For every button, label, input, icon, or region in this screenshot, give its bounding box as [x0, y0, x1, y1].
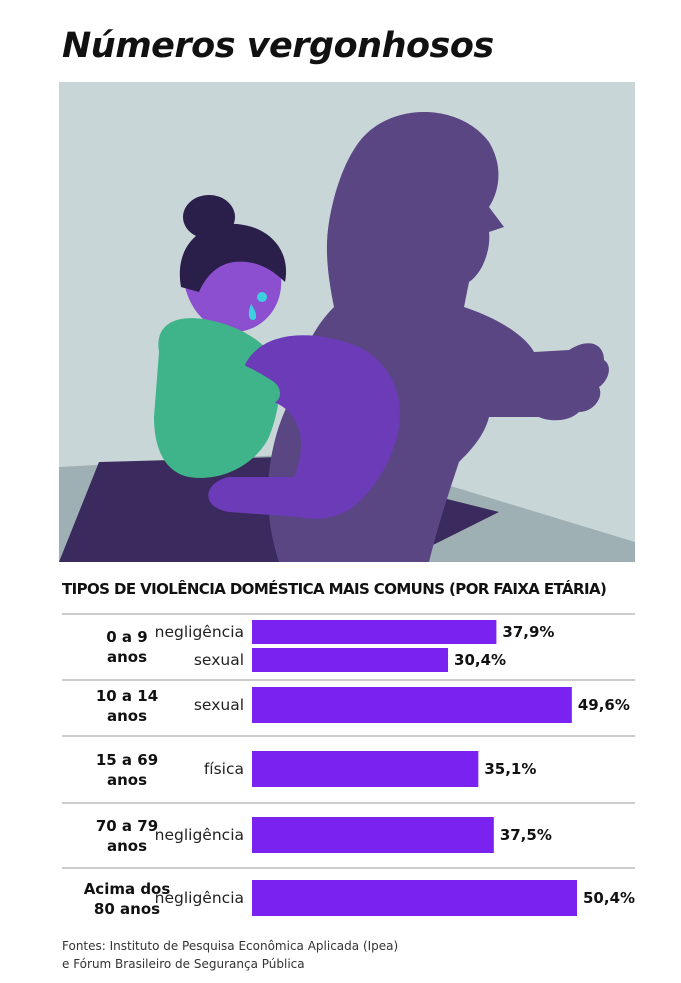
violence-type-label: física [204, 760, 244, 778]
bar-chart: 0 a 9 anos negligência 37,9% sexual 30,4% 10 a… [62, 613, 635, 918]
age-label: 10 a 14 [96, 687, 158, 705]
violence-type-label: negligência [155, 623, 244, 641]
bar [252, 751, 479, 787]
arm [199, 356, 281, 404]
violence-type-label: sexual [194, 696, 244, 714]
age-label: 70 a 79 [96, 817, 158, 835]
age-label: anos [107, 707, 147, 725]
eye [257, 292, 267, 302]
value-label: 37,9% [502, 623, 554, 641]
value-label: 30,4% [454, 651, 506, 669]
age-label: anos [107, 837, 147, 855]
violence-type-label: sexual [194, 651, 244, 669]
age-label: 0 a 9 [106, 628, 147, 646]
age-label: 80 anos [94, 900, 160, 918]
domestic-violence-illustration [59, 82, 635, 562]
source-line-2: e Fórum Brasileiro de Segurança Pública [62, 957, 305, 971]
shirt [154, 318, 280, 478]
age-label: anos [107, 771, 147, 789]
value-label: 50,4% [583, 889, 635, 907]
violence-type-label: negligência [155, 889, 244, 907]
source-line-1: Fontes: Instituto de Pesquisa Econômica … [62, 939, 399, 953]
page-title: Números vergonhosos [62, 26, 494, 66]
value-label: 37,5% [500, 826, 552, 844]
violence-type-label: negligência [155, 826, 244, 844]
bar [252, 880, 577, 916]
age-label: Acima dos [84, 880, 171, 898]
bar [252, 620, 497, 644]
bar [252, 648, 449, 672]
chart-title: TIPOS DE VIOLÊNCIA DOMÉSTICA MAIS COMUNS… [62, 580, 607, 598]
hair [179, 223, 287, 292]
bar [252, 687, 572, 723]
value-label: 35,1% [484, 760, 536, 778]
value-label: 49,6% [578, 696, 630, 714]
tear [248, 304, 257, 320]
source-note: Fontes: Instituto de Pesquisa Econômica … [62, 937, 398, 973]
age-label: 15 a 69 [96, 751, 158, 769]
age-label: anos [107, 648, 147, 666]
bar [252, 817, 494, 853]
